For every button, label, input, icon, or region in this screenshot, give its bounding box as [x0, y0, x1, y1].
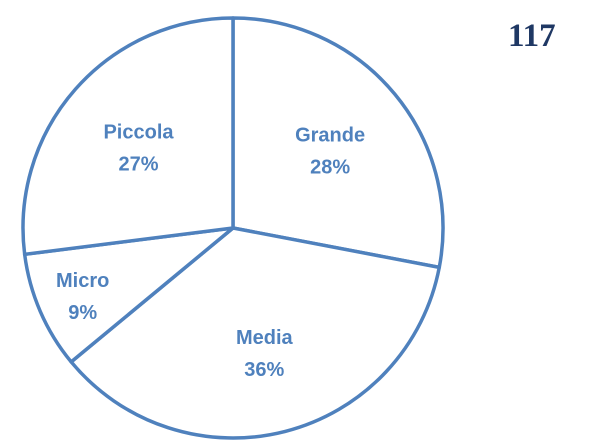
slice-value-media: 36% [244, 359, 284, 381]
slice-label-grande: Grande [295, 125, 365, 147]
slice-label-media: Media [236, 327, 294, 349]
page-number: 117 [508, 18, 556, 54]
slice-value-grande: 28% [310, 157, 350, 179]
slice-value-piccola: 27% [118, 154, 158, 176]
pie-slice-piccola [21, 16, 235, 257]
slice-value-micro: 9% [68, 302, 97, 324]
pie-slice-micro [22, 226, 235, 364]
slice-label-piccola: Piccola [103, 122, 174, 144]
pie-slice-grande [231, 16, 445, 270]
pie-labels: Grande 28% Media 36% Micro 9% Piccola 27% [56, 122, 365, 381]
pie-slice-media [69, 226, 442, 440]
pie-slices [21, 16, 445, 440]
slice-label-micro: Micro [56, 270, 109, 292]
